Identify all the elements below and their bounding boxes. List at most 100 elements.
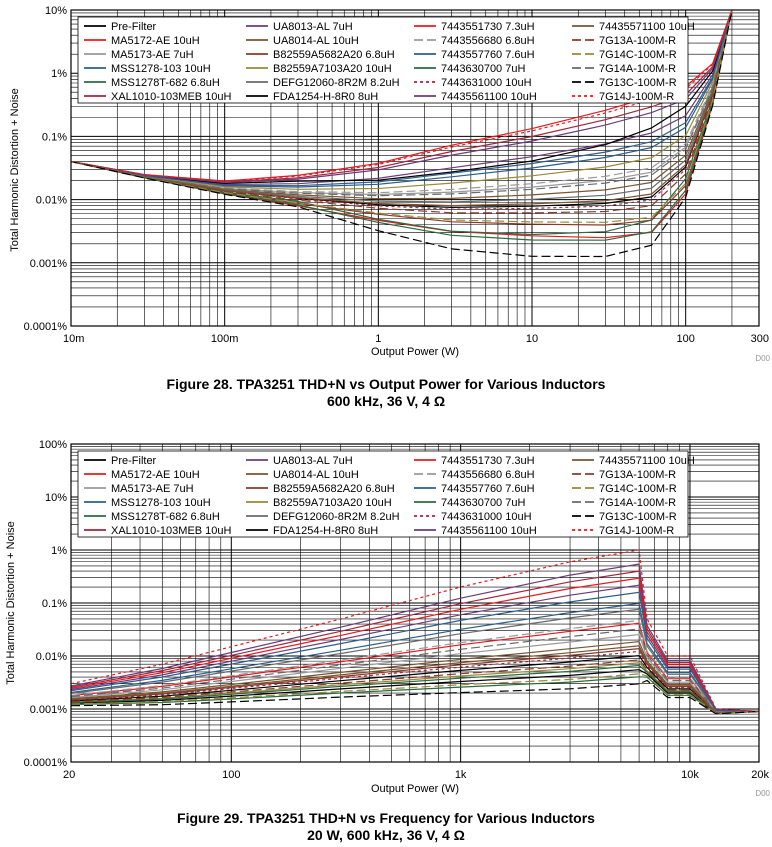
legend-label: 7443631000 10uH xyxy=(441,77,532,89)
legend-label: 7443556680 6.8uH xyxy=(441,35,535,47)
legend-label: FDA1254-H-8R0 8uH xyxy=(273,525,378,537)
curve-ua8014-al-10uh xyxy=(70,640,760,713)
curve-xal1010-103meb-10uh xyxy=(70,570,760,712)
curve-defg12060-8r2m-8-2uh xyxy=(70,608,760,712)
curve-ma5173-ae-7uh xyxy=(70,633,760,713)
curve-mss1278t-682-6-8uh xyxy=(70,676,760,715)
chart1-curves xyxy=(70,9,733,258)
x-tick-label: 100 xyxy=(677,333,695,345)
curve-fda1254-h-8r0-8uh xyxy=(70,669,760,715)
curve-b82559a7103a20-10uh xyxy=(70,9,733,190)
chart2-frame xyxy=(70,443,760,763)
legend-box xyxy=(77,450,689,538)
y-tick-label: 10% xyxy=(45,5,67,17)
curve-7g14j-100m-r xyxy=(70,549,760,712)
x-tick-label: 10k xyxy=(681,769,699,781)
curve-74435561100-10uh xyxy=(70,563,760,712)
legend-label: 7G13A-100M-R xyxy=(599,35,676,47)
y-tick-label: 0.001% xyxy=(30,258,68,270)
legend-label: UA8013-AL 7uH xyxy=(273,21,353,33)
curve-ua8013-al-7uh xyxy=(70,9,733,186)
chart-thd-vs-frequency: Pre-Filter MA5172-AE 10uH MA5173-AE 7uH MSS… xyxy=(5,439,771,798)
y-tick-label: 0.1% xyxy=(42,598,67,610)
x-tick-label: 20 xyxy=(63,769,75,781)
chart-thd-vs-power: Pre-Filter MA5172-AE 10uH MA5173-AE 7uH MSS… xyxy=(9,5,771,363)
y-tick-label: 0.01% xyxy=(36,651,67,663)
curve-7443551730-7-3uh xyxy=(70,9,733,182)
chart1-y-tick-labels: 0.0001% 0.001% 0.01% 0.1% 1% 10% xyxy=(24,5,68,333)
legend-label: FDA1254-H-8R0 8uH xyxy=(273,91,378,103)
legend-box xyxy=(77,16,689,104)
legend-label: 7443630700 7uH xyxy=(441,63,525,75)
curve-7g13a-100m-r xyxy=(70,659,760,714)
chart2-code: D00 xyxy=(755,789,770,798)
legend-label: 7G13C-100M-R xyxy=(599,77,677,89)
chart2-x-tick-labels: 20 100 1k 10k 20k xyxy=(63,769,769,781)
curve-7g14a-100m-r xyxy=(70,9,733,197)
legend-label: UA8013-AL 7uH xyxy=(273,455,353,467)
legend-label: UA8014-AL 10uH xyxy=(273,469,359,481)
y-tick-label: 0.1% xyxy=(42,131,67,143)
legend-label: B82559A5682A20 6.8uH xyxy=(273,483,395,495)
y-tick-label: 1% xyxy=(51,545,67,557)
legend-label: Pre-Filter xyxy=(111,455,157,467)
legend-label: 7443630700 7uH xyxy=(441,497,525,509)
curve-7443557760-7-6uh xyxy=(70,591,760,712)
legend-label: MSS1278T-682 6.8uH xyxy=(111,77,220,89)
plot-frame xyxy=(70,9,760,327)
legend-label: MA5172-AE 10uH xyxy=(111,35,200,47)
chart1-frame xyxy=(70,9,760,327)
chart2-curves xyxy=(70,549,760,715)
legend-label: 7443557760 7.6uH xyxy=(441,49,535,61)
legend-label: UA8014-AL 10uH xyxy=(273,35,359,47)
y-tick-label: 1% xyxy=(51,68,67,80)
curve-74435571100-10uh xyxy=(70,645,760,714)
legend-label: MA5173-AE 7uH xyxy=(111,49,194,61)
chart2-y-tick-labels: 0.0001% 0.001% 0.01% 0.1% 1% 10% 100% xyxy=(24,439,68,769)
curve-7443631000-10uh xyxy=(70,9,733,210)
legend-label: 7443556680 6.8uH xyxy=(441,469,535,481)
legend-label: MA5173-AE 7uH xyxy=(111,483,194,495)
chart2-legend: Pre-Filter MA5172-AE 10uH MA5173-AE 7uH MSS… xyxy=(77,450,695,538)
curve-74435571100-10uh xyxy=(70,9,733,207)
chart1-code: D00 xyxy=(755,354,770,363)
x-tick-label: 100 xyxy=(222,769,240,781)
legend-label: MA5172-AE 10uH xyxy=(111,469,200,481)
curve-7g13c-100m-r xyxy=(70,679,760,715)
curve-mss1278-103-10uh xyxy=(70,602,760,712)
y-tick-label: 0.01% xyxy=(36,195,67,207)
legend-label: 7G14C-100M-R xyxy=(599,483,677,495)
figure29-subtitle: 20 W, 600 kHz, 36 V, 4 Ω xyxy=(307,827,465,843)
legend-label: MSS1278-103 10uH xyxy=(111,497,211,509)
curve-ma5173-ae-7uh xyxy=(70,9,733,196)
curve-pre-filter xyxy=(70,654,760,714)
legend-label: 7G14J-100M-R xyxy=(599,525,674,537)
curve-74435561100-10uh xyxy=(70,9,733,184)
curve-7443557760-7-6uh xyxy=(70,9,733,187)
chart1-legend: Pre-Filter MA5172-AE 10uH MA5173-AE 7uH MSS… xyxy=(77,16,695,104)
legend-label: MSS1278T-682 6.8uH xyxy=(111,511,220,523)
legend-label: 74435571100 10uH xyxy=(599,21,695,33)
x-tick-label: 1 xyxy=(375,333,381,345)
legend-label: B82559A7103A20 10uH xyxy=(273,497,392,509)
y-tick-label: 0.001% xyxy=(30,704,68,716)
figure29-title: Figure 29. TPA3251 THD+N vs Frequency fo… xyxy=(177,810,595,826)
chart1-x-tick-labels: 10m 100m 1 10 100 300 xyxy=(63,333,769,345)
curve-7443556680-6-8uh xyxy=(70,619,760,713)
legend-label: 7G14A-100M-R xyxy=(599,497,676,509)
curve-7g14a-100m-r xyxy=(70,628,760,713)
legend-label: 7G13A-100M-R xyxy=(599,469,676,481)
legend-label: DEFG12060-8R2M 8.2uH xyxy=(273,511,400,523)
x-tick-label: 100m xyxy=(211,333,239,345)
y-tick-label: 0.0001% xyxy=(24,321,68,333)
legend-label: DEFG12060-8R2M 8.2uH xyxy=(273,77,400,89)
y-tick-label: 100% xyxy=(39,439,67,451)
curve-7g14c-100m-r xyxy=(70,673,760,715)
x-tick-label: 20k xyxy=(751,769,769,781)
x-tick-label: 10m xyxy=(63,333,84,345)
x-tick-label: 1k xyxy=(455,769,467,781)
curve-7443630700-7uh xyxy=(70,664,760,714)
curve-7443631000-10uh xyxy=(70,650,760,714)
chart1-y-axis-label: Total Harmonic Distortion + Noise xyxy=(9,88,21,252)
